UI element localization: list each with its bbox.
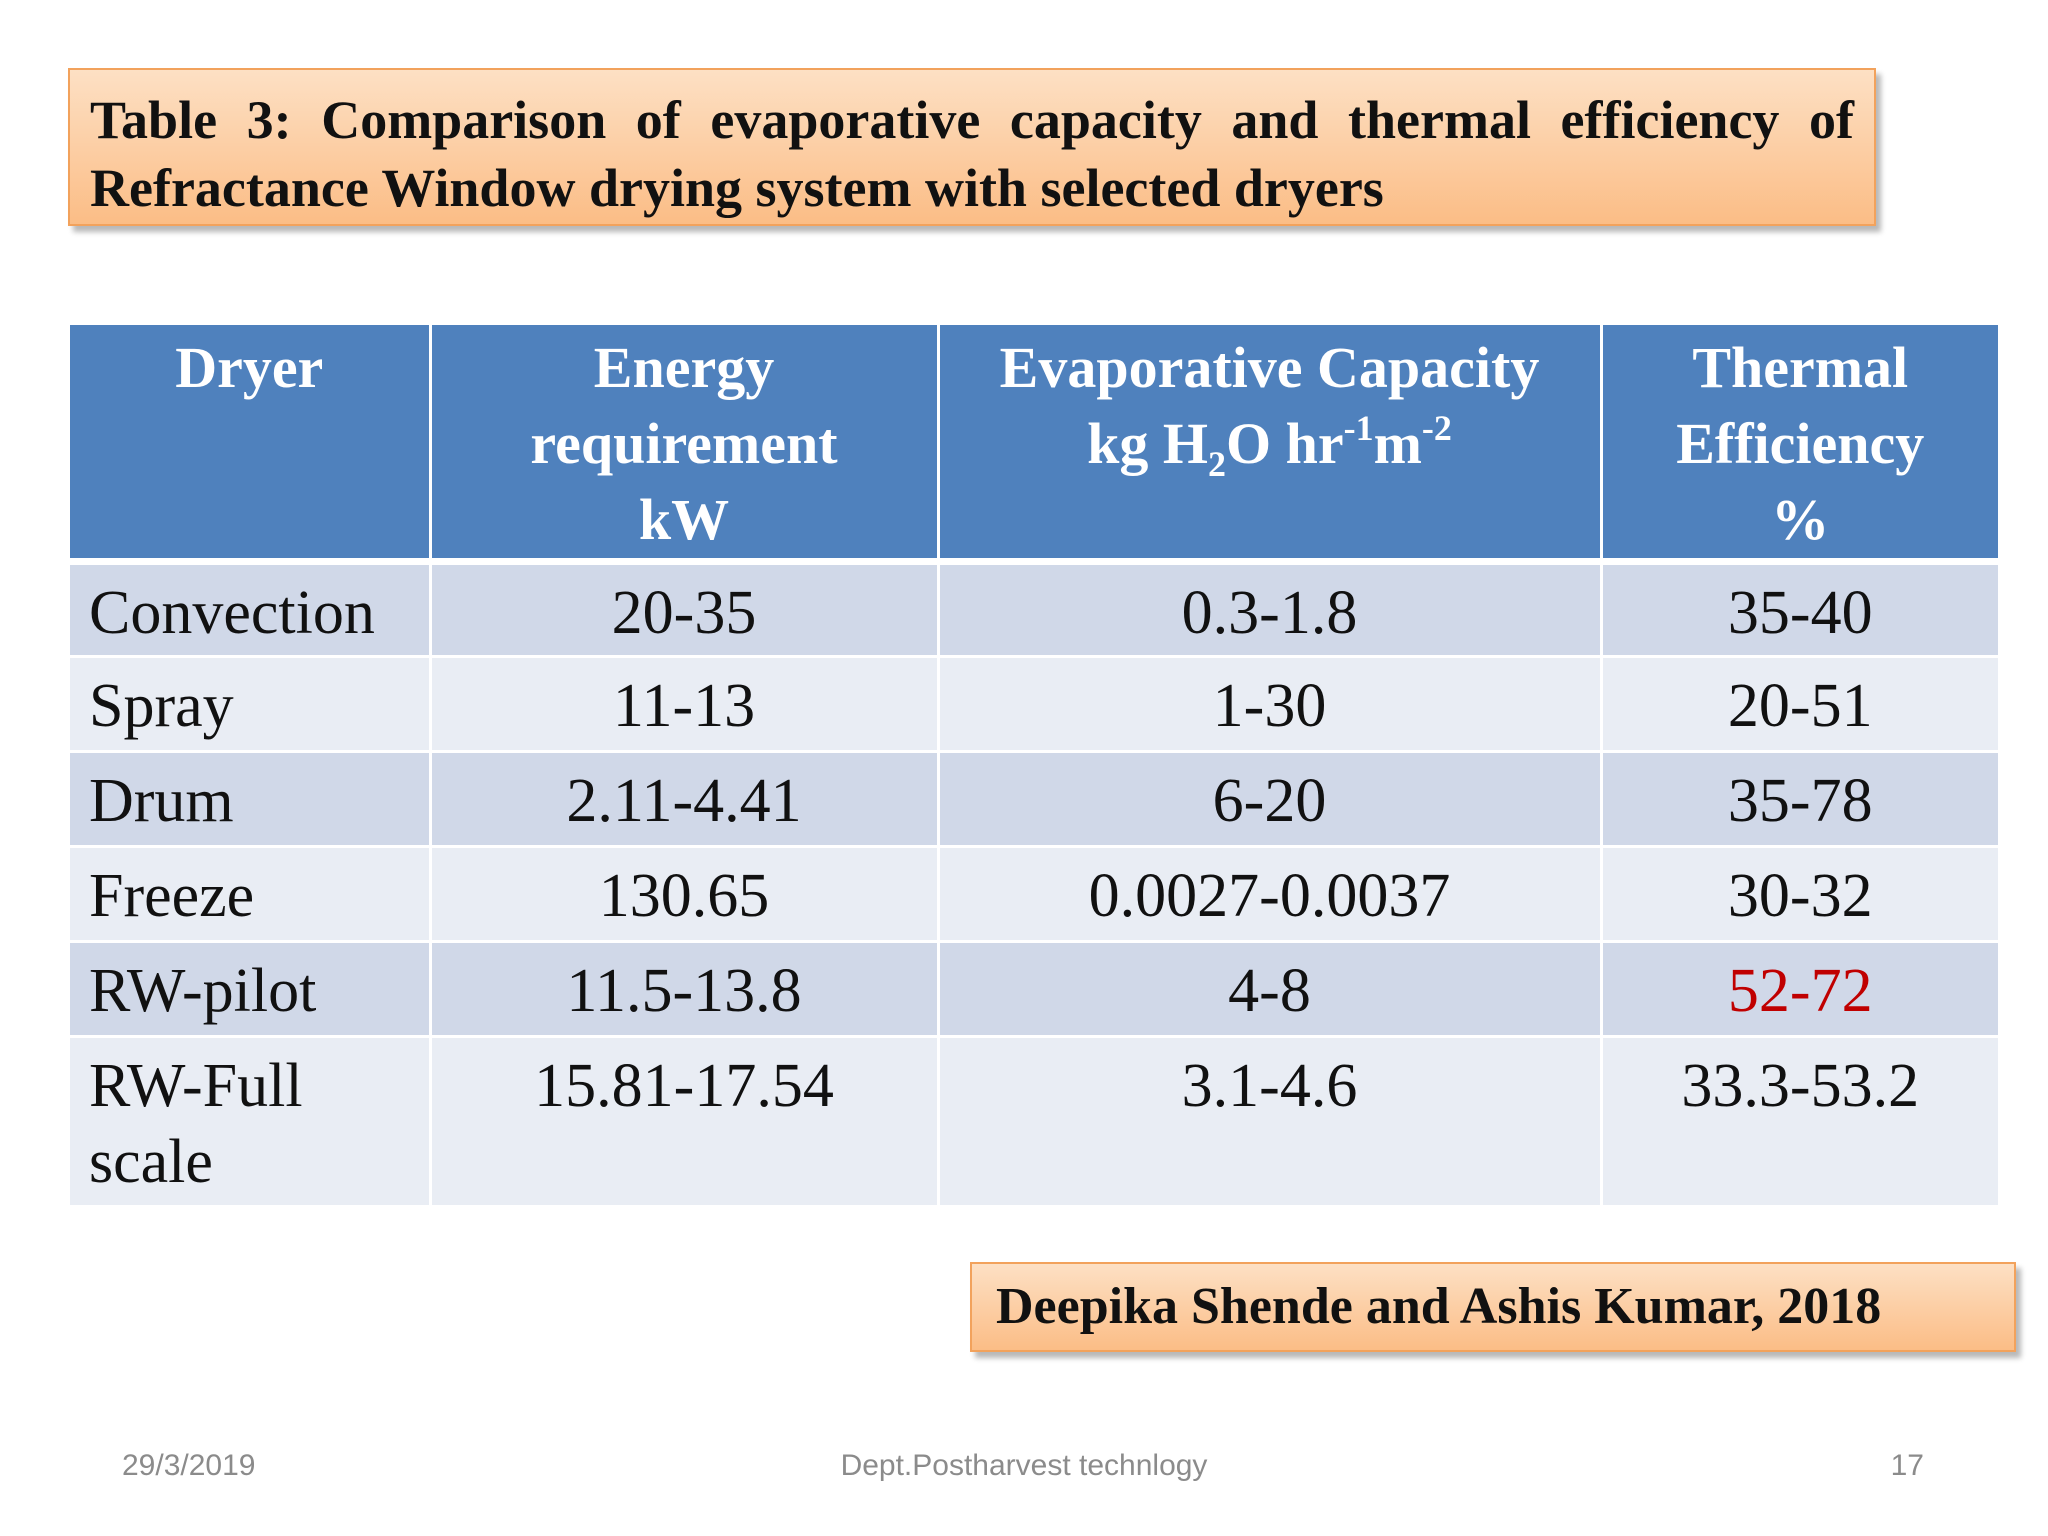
cell-thermal: 20-51 <box>1601 656 1998 753</box>
cell-dryer: Spray <box>70 656 432 753</box>
unit-superscript-neg1: -1 <box>1343 407 1374 448</box>
cell-evaporative: 3.1-4.6 <box>938 1036 1603 1205</box>
cell-energy: 11-13 <box>430 656 940 753</box>
header-thermal-line1: Thermal <box>1692 335 1909 400</box>
cell-energy: 11.5-13.8 <box>430 941 940 1038</box>
header-thermal-line2: Efficiency <box>1676 411 1925 476</box>
cell-energy: 2.11-4.41 <box>430 751 940 848</box>
cell-thermal: 33.3-53.2 <box>1601 1036 1998 1205</box>
table-row-freeze: Freeze 130.65 0.0027-0.0037 30-32 <box>70 846 1998 943</box>
cell-energy: 20-35 <box>430 561 940 658</box>
dryer-comparison-table: Dryer Energy requirement kW Evaporative … <box>70 325 1998 1205</box>
header-evaporative: Evaporative Capacity kg H2O hr-1m-2 <box>938 325 1603 565</box>
header-energy-unit: kW <box>638 487 730 552</box>
table-row-drum: Drum 2.11-4.41 6-20 35-78 <box>70 751 1998 848</box>
header-energy-line2: requirement <box>530 411 838 476</box>
table-caption-box: Table 3: Comparison of evaporative capac… <box>68 68 1876 226</box>
unit-superscript-neg2: -2 <box>1421 407 1452 448</box>
table-header-row: Dryer Energy requirement kW Evaporative … <box>70 325 1998 565</box>
reference-citation: Deepika Shende and Ashis Kumar, 2018 <box>970 1262 2016 1352</box>
cell-dryer: Freeze <box>70 846 432 943</box>
cell-evaporative: 0.0027-0.0037 <box>938 846 1603 943</box>
cell-thermal: 35-78 <box>1601 751 1998 848</box>
cell-evaporative: 6-20 <box>938 751 1603 848</box>
table-row-convection: Convection 20-35 0.3-1.8 35-40 <box>70 561 1998 658</box>
cell-dryer: RW-pilot <box>70 941 432 1038</box>
cell-thermal: 30-32 <box>1601 846 1998 943</box>
table-row-spray: Spray 11-13 1-30 20-51 <box>70 656 1998 753</box>
cell-energy: 15.81-17.54 <box>430 1036 940 1205</box>
header-energy-line1: Energy <box>593 335 775 400</box>
footer-department: Dept.Postharvest technlogy <box>840 1449 1208 1482</box>
cell-evaporative: 1-30 <box>938 656 1603 753</box>
header-dryer: Dryer <box>70 325 432 565</box>
cell-energy: 130.65 <box>430 846 940 943</box>
table-caption: Table 3: Comparison of evaporative capac… <box>90 90 1854 218</box>
header-thermal-unit: % <box>1771 487 1830 552</box>
header-dryer-label: Dryer <box>175 335 324 400</box>
unit-subscript-2: 2 <box>1208 443 1226 484</box>
unit-o-hr: O hr <box>1226 411 1344 476</box>
cell-dryer: RW-Full scale <box>70 1036 432 1205</box>
cell-dryer: Drum <box>70 751 432 848</box>
cell-thermal: 35-40 <box>1601 561 1998 658</box>
cell-thermal-highlighted: 52-72 <box>1601 941 1998 1038</box>
header-evaporative-line1: Evaporative Capacity <box>999 335 1540 400</box>
unit-kg-h: kg H <box>1087 411 1209 476</box>
cell-evaporative: 4-8 <box>938 941 1603 1038</box>
header-energy: Energy requirement kW <box>430 325 940 565</box>
cell-evaporative: 0.3-1.8 <box>938 561 1603 658</box>
unit-m: m <box>1373 411 1422 476</box>
header-thermal: Thermal Efficiency % <box>1601 325 1998 565</box>
table-row-rw-full-scale: RW-Full scale 15.81-17.54 3.1-4.6 33.3-5… <box>70 1036 1998 1205</box>
cell-dryer: Convection <box>70 561 432 658</box>
slide-number: 17 <box>1890 1449 1924 1482</box>
footer-date: 29/3/2019 <box>122 1449 256 1482</box>
header-evaporative-unit: kg H2O hr-1m-2 <box>946 406 1594 482</box>
table-row-rw-pilot: RW-pilot 11.5-13.8 4-8 52-72 <box>70 941 1998 1038</box>
